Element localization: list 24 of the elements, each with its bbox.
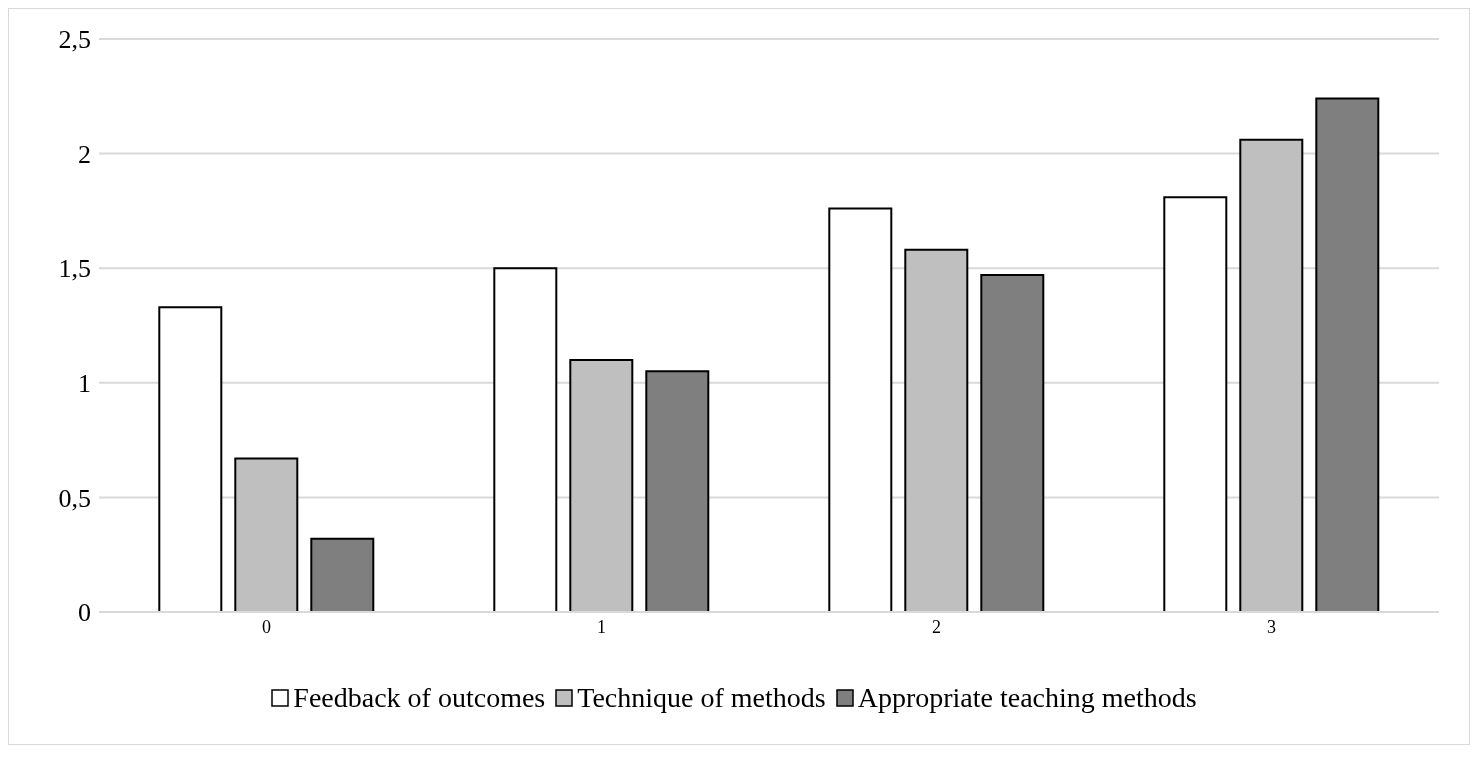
bar xyxy=(569,358,634,612)
bar xyxy=(493,267,558,612)
x-tick-label: 1 xyxy=(597,616,606,637)
bar xyxy=(158,306,223,612)
legend-label: Feedback of outcomes xyxy=(293,682,546,714)
x-tick-label: 2 xyxy=(932,616,941,637)
y-tick-label: 2,5 xyxy=(58,25,91,55)
bar xyxy=(1239,138,1304,612)
bar xyxy=(828,207,893,612)
legend-label: Appropriate teaching methods xyxy=(857,682,1197,714)
bar xyxy=(904,248,969,612)
bar xyxy=(234,457,299,612)
bar xyxy=(1315,97,1380,612)
y-tick-label: 1,5 xyxy=(58,254,91,284)
bar xyxy=(980,274,1045,612)
x-tick-label: 0 xyxy=(262,616,271,637)
bar xyxy=(310,537,375,612)
legend-label: Technique of methods xyxy=(577,682,826,714)
bar xyxy=(645,370,710,612)
x-tick-label: 3 xyxy=(1267,616,1276,637)
bar xyxy=(1163,196,1228,612)
y-tick-label: 1 xyxy=(78,369,91,399)
y-tick-label: 2 xyxy=(78,139,91,169)
y-tick-label: 0,5 xyxy=(58,483,91,513)
